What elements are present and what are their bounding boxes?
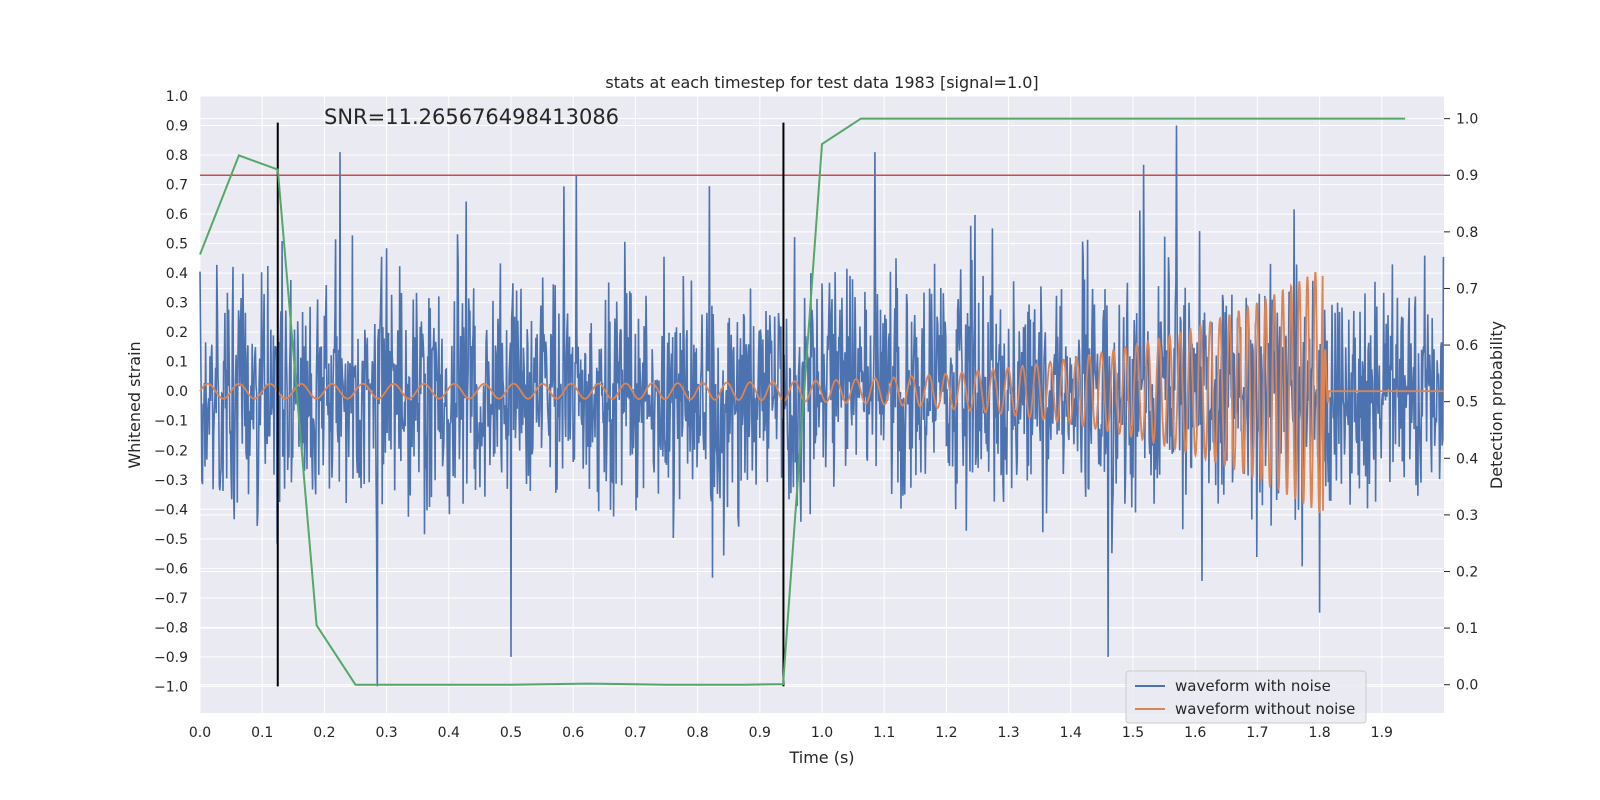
y2-tick-label: 0.3 xyxy=(1456,508,1478,524)
x-tick-label: 1.9 xyxy=(1371,725,1393,741)
x-tick-label: 0.4 xyxy=(438,725,460,741)
series-detection-probability xyxy=(199,117,1406,686)
y-tick-label: 0.4 xyxy=(166,266,188,282)
y-tick-label: 0.9 xyxy=(166,119,188,135)
x-tick-label: 0.2 xyxy=(313,725,335,741)
y-tick-label: −0.6 xyxy=(154,561,188,577)
x-tick-label: 0.9 xyxy=(749,725,771,741)
y2-tick-label: 0.6 xyxy=(1456,338,1478,354)
y-tick-label: 0.1 xyxy=(166,355,188,371)
x-tick-label: 1.6 xyxy=(1184,725,1206,741)
y2-tick-label: 0.8 xyxy=(1456,225,1478,241)
y-tick-label: 0.5 xyxy=(166,237,188,253)
chirp-waveform-line xyxy=(199,271,1444,514)
x-tick-label: 0.6 xyxy=(562,725,584,741)
y2-tick-label: 0.9 xyxy=(1456,168,1478,184)
x-tick-label: 0.1 xyxy=(251,725,273,741)
y-tick-label: 0.6 xyxy=(166,207,188,223)
y-tick-label: −0.5 xyxy=(154,532,188,548)
y-tick-label: 0.7 xyxy=(166,178,188,194)
y-tick-label: −0.7 xyxy=(154,591,188,607)
x-tick-label: 1.7 xyxy=(1246,725,1268,741)
x-tick-label: 1.1 xyxy=(873,725,895,741)
x-tick-label: 1.0 xyxy=(811,725,833,741)
y2-tick-label: 0.2 xyxy=(1456,564,1478,580)
y2-tick-label: 0.0 xyxy=(1456,678,1478,694)
x-tick-label: 1.8 xyxy=(1308,725,1330,741)
y-tick-label: 0.2 xyxy=(166,325,188,341)
y2-tick-label: 0.4 xyxy=(1456,451,1478,467)
y-tick-label: 1.0 xyxy=(166,89,188,105)
y-tick-label: −0.3 xyxy=(154,473,188,489)
x-tick-label: 1.3 xyxy=(997,725,1019,741)
y2-tick-label: 0.5 xyxy=(1456,395,1478,411)
x-tick-label: 1.4 xyxy=(1060,725,1082,741)
x-tick-label: 1.5 xyxy=(1122,725,1144,741)
y2-axis-label: Detection probability xyxy=(1487,321,1506,489)
x-tick-label: 0.3 xyxy=(375,725,397,741)
y-tick-label: −0.9 xyxy=(154,650,188,666)
x-tick-label: 1.2 xyxy=(935,725,957,741)
y-tick-label: 0.8 xyxy=(166,148,188,164)
overlays xyxy=(200,122,1444,687)
snr-annotation: SNR=11.265676498413086 xyxy=(324,105,619,129)
y-tick-label: 0.0 xyxy=(166,384,188,400)
x-axis-label: Time (s) xyxy=(788,748,854,767)
y2-tick-label: 0.7 xyxy=(1456,281,1478,297)
legend-label-chirp: waveform without noise xyxy=(1175,700,1355,718)
y-tick-label: −0.8 xyxy=(154,620,188,636)
y-tick-label: 0.3 xyxy=(166,296,188,312)
x-tick-label: 0.5 xyxy=(500,725,522,741)
y-tick-label: −0.1 xyxy=(154,414,188,430)
x-tick-label: 0.7 xyxy=(624,725,646,741)
legend-label-noise: waveform with noise xyxy=(1175,677,1331,695)
legend: waveform with noise waveform without noi… xyxy=(1125,670,1367,724)
chart-title: stats at each timestep for test data 198… xyxy=(605,73,1038,92)
y2-tick-label: 0.1 xyxy=(1456,621,1478,637)
y-tick-label: −1.0 xyxy=(154,679,188,695)
probability-line xyxy=(199,117,1406,686)
x-tick-label: 0.8 xyxy=(686,725,708,741)
y-tick-label: −0.4 xyxy=(154,502,188,518)
series-waveform-without-noise xyxy=(199,271,1444,514)
x-tick-label: 0.0 xyxy=(189,725,211,741)
tick-labels: 0.0 0.1 0.2 0.3 0.4 0.5 0.6 0.7 0.8 0.9 1.0 1.1 1.2 1… xyxy=(154,89,1478,741)
y-axis-label: Whitened strain xyxy=(125,341,144,468)
legend-box xyxy=(1125,670,1367,724)
y-tick-label: −0.2 xyxy=(154,443,188,459)
y2-tick-label: 1.0 xyxy=(1456,112,1478,128)
